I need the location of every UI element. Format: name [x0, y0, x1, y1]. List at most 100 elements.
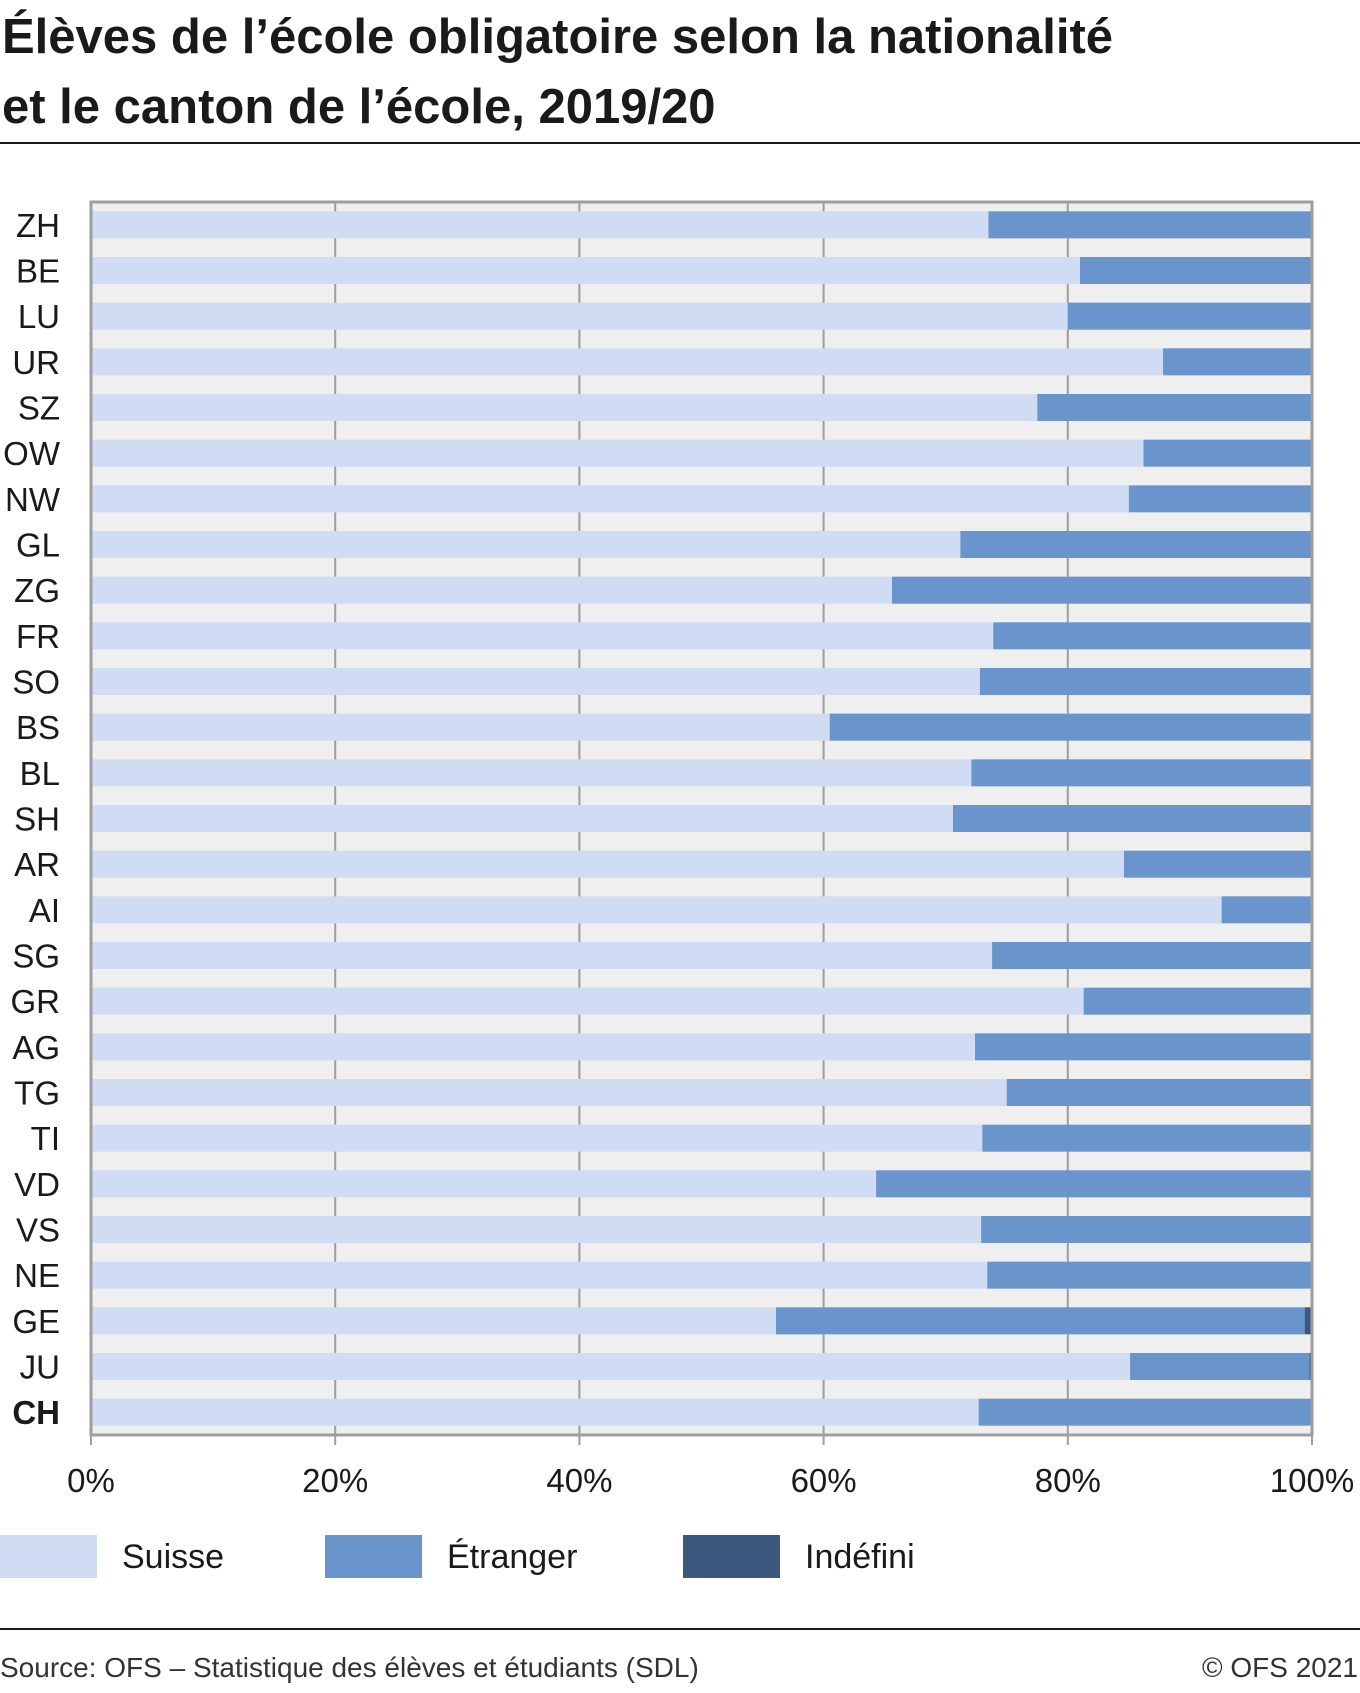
chart-title-line-1: Élèves de l’école obligatoire selon la n… [2, 10, 1114, 64]
bar-etranger-be [1080, 257, 1312, 284]
bar-suisse-zh [91, 211, 989, 239]
bar-suisse-so [91, 668, 980, 695]
bar-suisse-vd [91, 1170, 877, 1198]
bar-etranger-gl [960, 531, 1312, 558]
y-category-label: VS [16, 1212, 60, 1249]
bar-suisse-gr [91, 987, 1084, 1015]
bar-suisse-fr [91, 622, 994, 650]
y-category-label: AI [29, 892, 60, 929]
bar-suisse-nw [91, 485, 1129, 513]
bar-suisse-ti [91, 1124, 983, 1152]
y-category-label: SG [12, 938, 60, 975]
bar-etranger-lu [1067, 302, 1312, 330]
bar-suisse-sh [91, 805, 954, 832]
legend-label-suisse: Suisse [122, 1538, 225, 1576]
bar-etranger-tg [1006, 1079, 1312, 1106]
y-category-label: BL [20, 755, 60, 792]
stacked-bar-chart: 0% 20% 40% 60% 80% 100% ZH BE LU UR SZ OW NW GL ZG FR SO… [3, 200, 1354, 1499]
y-category-label: GL [16, 527, 60, 564]
y-category-label: BE [16, 253, 60, 290]
y-category-label: TG [14, 1075, 60, 1112]
x-tick-label: 0% [67, 1462, 115, 1499]
bar-etranger-sh [953, 805, 1312, 832]
bar-etranger-zg [891, 576, 1312, 604]
x-tick-label: 20% [302, 1462, 368, 1499]
bar-etranger-ne [987, 1261, 1312, 1289]
bar-etranger-vs [981, 1216, 1312, 1243]
y-category-label: GR [11, 983, 61, 1020]
bar-suisse-ne [91, 1261, 988, 1289]
bar-etranger-ch [978, 1398, 1311, 1426]
bar-suisse-bl [91, 759, 972, 787]
bar-etranger-vd [876, 1170, 1312, 1198]
bar-suisse-gl [91, 531, 961, 558]
bar-etranger-bl [971, 759, 1312, 787]
y-category-label: AG [12, 1029, 60, 1066]
copyright-note: © OFS 2021 [1201, 1652, 1358, 1683]
bar-suisse-zg [91, 576, 892, 604]
y-category-label: LU [18, 298, 60, 335]
x-tick-label: 80% [1035, 1462, 1101, 1499]
legend: Suisse Étranger Indéfini [0, 1535, 1360, 1580]
bar-suisse-ju [91, 1353, 1131, 1380]
chart-title-line-2: et le canton de l’école, 2019/20 [2, 80, 716, 134]
bar-suisse-lu [91, 302, 1068, 330]
bar-suisse-ch [91, 1398, 979, 1426]
y-category-label: JU [20, 1349, 60, 1386]
y-category-label: OW [3, 435, 61, 472]
bar-suisse-be [91, 257, 1081, 284]
bar-suisse-ow [91, 439, 1144, 467]
y-category-label: VD [14, 1166, 60, 1203]
y-category-label: GE [12, 1303, 60, 1340]
bar-etranger-sz [1037, 394, 1312, 421]
y-category-label: BS [16, 709, 60, 746]
top-divider [0, 142, 1360, 144]
x-tick-label: 40% [546, 1462, 612, 1499]
bar-suisse-ur [91, 348, 1164, 376]
bar-etranger-bs [829, 713, 1312, 741]
bar-suisse-ag [91, 1033, 976, 1061]
bar-etranger-ai [1221, 896, 1312, 924]
y-category-label: NE [14, 1257, 60, 1294]
bar-etranger-nw [1128, 485, 1312, 513]
y-category-label: AR [14, 846, 60, 883]
bar-etranger-zh [988, 211, 1312, 239]
legend-swatch-etranger [325, 1535, 422, 1578]
bar-etranger-so [979, 668, 1312, 695]
bar-etranger-ag [975, 1033, 1312, 1061]
y-category-label: NW [5, 481, 61, 518]
bar-etranger-ju [1130, 1353, 1310, 1380]
bar-suisse-ge [91, 1307, 776, 1335]
bar-etranger-sg [992, 942, 1312, 969]
x-tick-label: 60% [791, 1462, 857, 1499]
x-tick-label: 100% [1270, 1462, 1354, 1499]
y-category-label: UR [12, 344, 60, 381]
bar-suisse-tg [91, 1079, 1007, 1106]
legend-label-indefini: Indéfini [805, 1538, 915, 1576]
bar-suisse-sg [91, 942, 993, 969]
bar-suisse-ar [91, 850, 1124, 878]
bar-suisse-bs [91, 713, 830, 741]
bottom-divider [0, 1628, 1360, 1630]
y-category-label: TI [31, 1120, 60, 1157]
bar-etranger-ti [982, 1124, 1312, 1152]
bar-indefini-ge [1304, 1307, 1312, 1335]
bar-etranger-fr [993, 622, 1312, 650]
legend-swatch-indefini [683, 1535, 780, 1578]
bar-suisse-vs [91, 1216, 982, 1243]
bar-etranger-gr [1083, 987, 1312, 1015]
bar-suisse-sz [91, 394, 1038, 421]
plot-frame [89, 200, 1314, 1437]
bar-etranger-ar [1123, 850, 1312, 878]
y-category-label: SO [12, 664, 60, 701]
legend-label-etranger: Étranger [447, 1538, 578, 1576]
y-category-label: SZ [18, 390, 60, 427]
y-category-label: CH [12, 1394, 60, 1431]
source-note: Source: OFS – Statistique des élèves et … [0, 1652, 699, 1683]
bar-etranger-ge [775, 1307, 1305, 1335]
bar-suisse-ai [91, 896, 1222, 924]
y-category-label: SH [14, 801, 60, 838]
y-category-label: ZG [14, 572, 60, 609]
bar-etranger-ur [1163, 348, 1312, 376]
y-category-label: ZH [16, 207, 60, 244]
